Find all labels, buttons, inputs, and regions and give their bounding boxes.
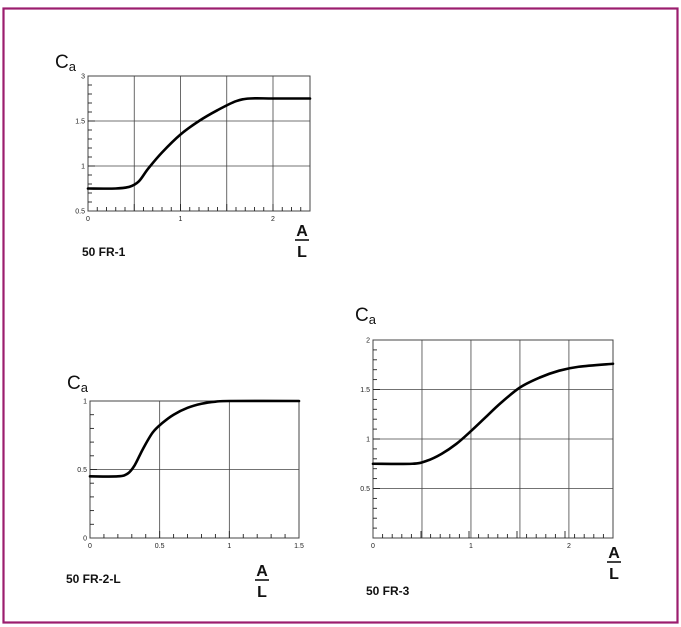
chart-3: 0 1 2 0.5 1 1.5 2 Ca 50 FR-3 AL xyxy=(355,305,621,598)
y-tick-label: 1.5 xyxy=(75,119,85,126)
series-line xyxy=(86,97,312,190)
y-tick-label: 1 xyxy=(366,437,370,444)
chart-name-label: 50 FR-1 xyxy=(82,245,126,259)
x-tick-label: 0.5 xyxy=(155,543,165,550)
x-axis-label-denominator: L xyxy=(257,584,267,601)
x-tick-label: 0 xyxy=(88,543,92,550)
x-tick-label: 2 xyxy=(567,543,571,550)
series-line xyxy=(88,399,301,478)
x-tick-label: 1.5 xyxy=(294,543,304,550)
y-tick-label: 0 xyxy=(83,536,87,543)
y-tick-label: 3 xyxy=(81,74,85,81)
chart-name-label: 50 FR-2-L xyxy=(66,572,121,586)
y-tick-label: 1.5 xyxy=(360,387,370,394)
y-tick-label: 2 xyxy=(366,338,370,345)
x-tick-label: 0 xyxy=(86,216,90,223)
y-tick-label: 0.5 xyxy=(360,486,370,493)
y-tick-label: 1 xyxy=(81,164,85,171)
x-axis-label-numerator: A xyxy=(608,545,620,562)
y-axis-label: Ca xyxy=(67,373,89,395)
y-tick-label: 0.5 xyxy=(75,209,85,216)
y-tick-label: 0.5 xyxy=(77,467,87,474)
chart-name-label: 50 FR-3 xyxy=(366,584,410,598)
x-tick-label: 1 xyxy=(179,216,183,223)
y-axis-label: Ca xyxy=(55,52,77,74)
x-axis-label-numerator: A xyxy=(296,223,308,240)
y-tick-label: 1 xyxy=(83,399,87,406)
x-axis-label-denominator: L xyxy=(297,244,307,261)
x-tick-label: 2 xyxy=(271,216,275,223)
x-tick-label: 1 xyxy=(469,543,473,550)
x-tick-label: 0 xyxy=(371,543,375,550)
x-axis-label-denominator: L xyxy=(609,566,619,583)
border xyxy=(2,7,679,624)
y-axis-label: Ca xyxy=(355,305,377,327)
x-axis-label-numerator: A xyxy=(256,563,268,580)
series-line xyxy=(371,362,615,466)
chart-2: 0 0.5 1 1.5 0 0.5 1 Ca 50 FR-2-L AL xyxy=(66,373,304,601)
chart-1: 0 1 2 0.5 1 1.5 3 Ca 50 FR-1 AL xyxy=(55,52,312,261)
x-tick-label: 1 xyxy=(227,543,231,550)
